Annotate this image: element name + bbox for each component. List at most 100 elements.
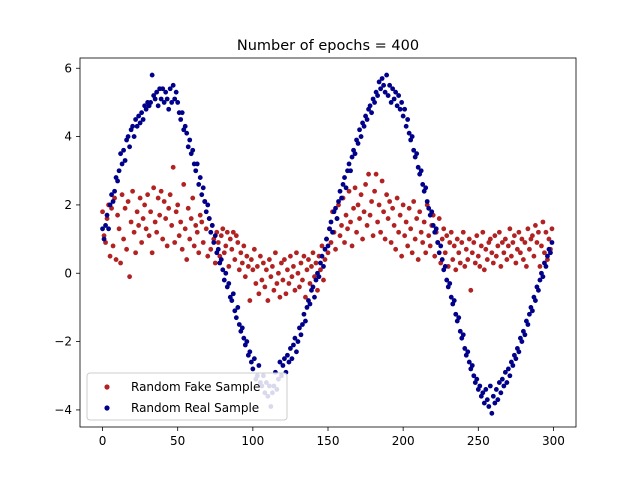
data-point [510, 363, 516, 368]
data-point [294, 250, 299, 256]
data-point [134, 209, 140, 215]
data-point [385, 216, 391, 221]
data-point [348, 219, 353, 225]
data-point [516, 349, 522, 355]
data-point [185, 144, 191, 150]
legend-marker [104, 405, 110, 411]
data-point [239, 260, 245, 266]
data-point [169, 223, 175, 228]
data-point [220, 226, 226, 232]
data-point [484, 397, 490, 403]
data-point [484, 257, 490, 262]
data-point [321, 277, 326, 283]
data-point [288, 346, 293, 351]
data-point [448, 294, 454, 300]
data-point [303, 318, 308, 324]
data-point [244, 253, 250, 259]
data-point [289, 274, 295, 280]
data-point [118, 260, 123, 266]
data-point [128, 219, 134, 225]
data-point [199, 219, 205, 225]
data-point [238, 250, 244, 256]
data-point [501, 250, 507, 256]
data-point [492, 233, 498, 239]
data-point [300, 277, 305, 283]
data-point [175, 100, 181, 105]
data-point [516, 229, 522, 235]
data-point [295, 339, 301, 344]
data-point [325, 243, 331, 249]
data-point [127, 144, 132, 150]
data-point [113, 257, 119, 262]
data-point [178, 117, 184, 122]
data-point [451, 243, 457, 249]
data-point [122, 158, 128, 163]
data-point [405, 243, 411, 249]
y-tick-label: 6 [64, 61, 72, 75]
data-point [208, 246, 214, 252]
data-point [357, 127, 362, 133]
data-point [495, 243, 501, 249]
data-point [411, 147, 417, 153]
data-point [493, 253, 499, 259]
data-point [391, 223, 397, 228]
data-point [176, 233, 182, 239]
data-point [215, 246, 221, 252]
data-point [388, 240, 394, 245]
data-point [235, 305, 241, 310]
data-point [244, 339, 250, 344]
data-point [453, 311, 459, 317]
data-point [408, 226, 414, 232]
data-point [110, 243, 116, 249]
data-point [119, 192, 125, 198]
x-tick-label: 50 [170, 434, 185, 448]
data-point [462, 264, 468, 269]
data-point [375, 219, 380, 225]
data-point [361, 123, 367, 129]
data-point [301, 311, 307, 317]
data-point [378, 86, 384, 92]
data-point [493, 387, 499, 392]
data-point [257, 253, 263, 259]
data-point [480, 229, 486, 235]
data-point [304, 267, 310, 273]
data-point [530, 308, 535, 314]
data-point [334, 216, 340, 221]
data-point [194, 229, 200, 235]
axes-layer: 0 50 100 150 200 250 300 −4 −2 0 2 4 6 [54, 57, 577, 448]
data-point [418, 229, 424, 235]
data-point [250, 366, 256, 372]
data-point [115, 178, 120, 184]
data-point [478, 243, 484, 249]
data-point [510, 240, 516, 245]
data-point [179, 110, 185, 116]
data-point [502, 369, 508, 375]
data-point [346, 188, 352, 194]
data-point [388, 100, 394, 105]
data-point [158, 96, 164, 102]
data-point [136, 113, 142, 119]
data-point [145, 192, 151, 198]
data-point [400, 113, 406, 119]
data-point [327, 226, 332, 232]
data-point [426, 233, 432, 239]
data-point [172, 240, 178, 245]
data-point [504, 380, 510, 385]
data-point [226, 264, 232, 269]
data-point [205, 202, 211, 208]
data-point [187, 236, 193, 242]
data-point [501, 383, 507, 389]
data-point [233, 233, 239, 239]
data-point [121, 147, 126, 153]
data-point [361, 209, 367, 215]
data-point [101, 236, 107, 242]
data-point [297, 325, 302, 331]
data-point [519, 339, 525, 344]
data-point [477, 383, 483, 389]
data-point [396, 93, 402, 98]
data-point [223, 270, 229, 276]
data-point [133, 250, 139, 256]
data-point [415, 257, 421, 262]
data-point [358, 192, 364, 198]
data-point [342, 240, 347, 245]
